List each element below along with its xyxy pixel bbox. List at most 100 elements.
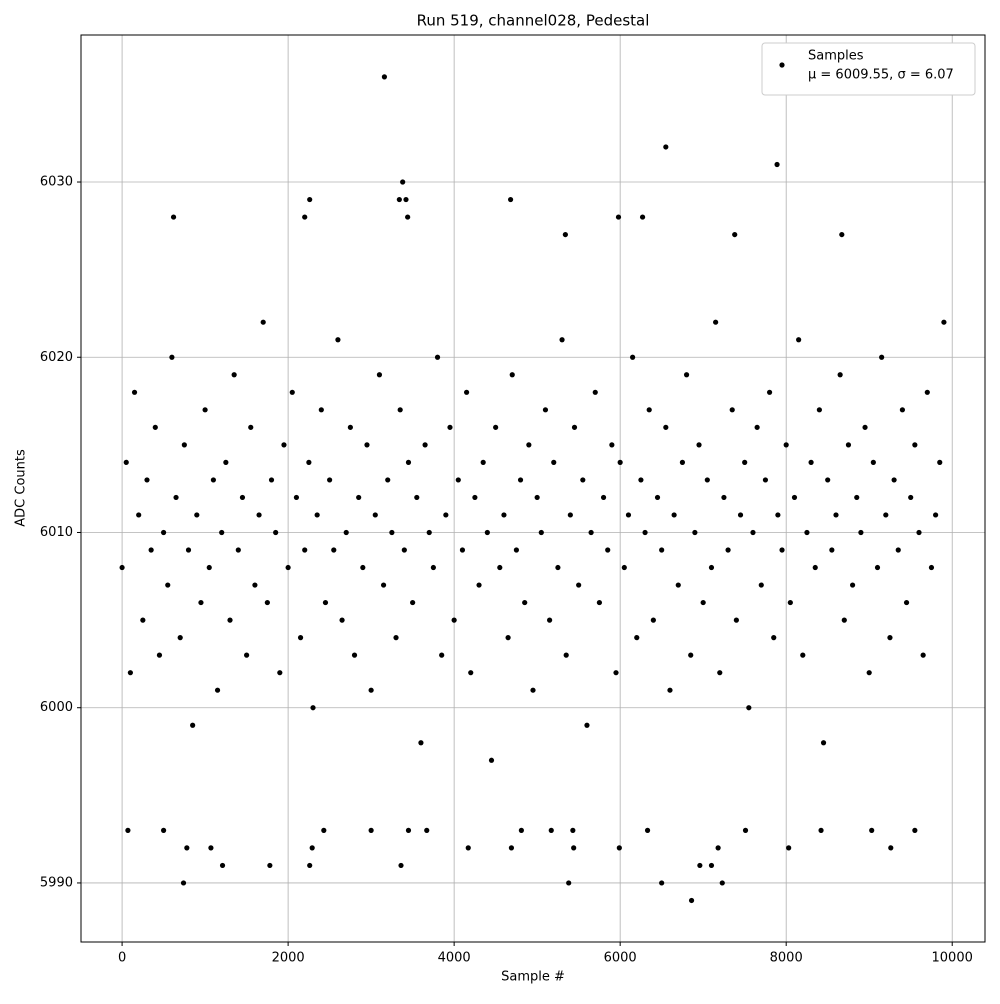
data-point bbox=[309, 845, 315, 851]
data-point bbox=[372, 512, 378, 518]
data-point bbox=[887, 635, 893, 641]
legend: Samples μ = 6009.55, σ = 6.07 bbox=[761, 42, 976, 96]
data-point bbox=[214, 687, 221, 693]
data-point bbox=[380, 582, 387, 588]
data-point bbox=[719, 880, 725, 886]
data-point bbox=[692, 529, 698, 536]
data-point bbox=[140, 617, 146, 623]
data-point bbox=[293, 494, 300, 501]
data-point bbox=[679, 459, 686, 465]
data-point bbox=[410, 599, 416, 606]
data-point bbox=[405, 827, 412, 833]
data-point bbox=[576, 582, 582, 588]
data-point bbox=[659, 880, 665, 886]
data-point bbox=[530, 687, 536, 693]
data-point bbox=[667, 687, 673, 693]
data-point bbox=[401, 547, 407, 553]
data-point bbox=[571, 845, 577, 851]
data-point bbox=[879, 354, 885, 360]
data-point bbox=[177, 635, 183, 641]
data-point bbox=[422, 442, 428, 448]
data-point bbox=[360, 564, 366, 571]
data-point bbox=[208, 845, 214, 851]
data-point bbox=[786, 845, 792, 851]
y-axis-label: ADC Counts bbox=[14, 449, 29, 527]
data-point bbox=[538, 529, 544, 536]
data-point bbox=[916, 529, 922, 536]
data-point bbox=[903, 599, 910, 606]
data-point bbox=[281, 442, 287, 448]
data-point bbox=[307, 196, 313, 203]
data-point bbox=[869, 827, 875, 833]
data-point bbox=[688, 897, 695, 904]
data-point bbox=[883, 512, 889, 518]
data-point bbox=[351, 652, 358, 658]
data-point bbox=[600, 494, 607, 501]
data-point bbox=[148, 547, 154, 553]
data-point bbox=[688, 652, 694, 658]
data-point bbox=[841, 617, 847, 623]
data-point bbox=[818, 827, 824, 833]
data-point bbox=[845, 442, 852, 448]
data-point bbox=[870, 459, 876, 465]
data-point bbox=[816, 407, 822, 413]
data-point bbox=[513, 547, 519, 553]
data-point bbox=[592, 389, 598, 395]
data-point bbox=[125, 827, 131, 833]
data-point bbox=[198, 599, 204, 606]
data-point bbox=[737, 512, 744, 518]
data-point bbox=[725, 547, 731, 553]
data-point bbox=[476, 582, 482, 588]
data-point bbox=[766, 389, 773, 395]
data-point bbox=[273, 529, 279, 536]
data-point bbox=[119, 564, 125, 571]
data-point bbox=[459, 547, 466, 553]
data-point bbox=[451, 617, 457, 623]
data-point bbox=[396, 196, 402, 203]
data-point bbox=[517, 477, 524, 483]
data-point bbox=[522, 599, 528, 606]
data-point bbox=[683, 372, 690, 378]
data-point bbox=[675, 582, 681, 588]
data-point bbox=[644, 827, 651, 833]
data-point bbox=[912, 827, 918, 833]
data-point bbox=[783, 442, 789, 448]
data-point bbox=[443, 512, 449, 518]
data-point bbox=[548, 827, 554, 833]
data-point bbox=[758, 582, 764, 588]
data-point bbox=[542, 407, 549, 413]
data-point bbox=[418, 740, 424, 746]
data-point bbox=[398, 862, 404, 869]
y-tick-label: 6000 bbox=[40, 700, 73, 715]
data-point bbox=[210, 477, 217, 483]
y-tick-label: 6030 bbox=[40, 175, 73, 190]
data-point bbox=[605, 547, 611, 553]
data-point bbox=[895, 547, 901, 553]
data-point bbox=[252, 582, 258, 588]
data-point bbox=[439, 652, 445, 658]
data-point bbox=[808, 459, 814, 465]
data-point bbox=[165, 582, 171, 588]
data-point bbox=[202, 407, 208, 413]
data-point bbox=[184, 845, 190, 851]
data-point bbox=[227, 617, 233, 623]
data-point bbox=[381, 74, 388, 80]
data-point bbox=[858, 529, 864, 536]
data-point bbox=[297, 635, 304, 641]
data-point bbox=[849, 582, 856, 588]
data-point bbox=[654, 494, 661, 501]
data-point bbox=[580, 477, 586, 483]
data-point bbox=[484, 529, 490, 536]
data-point bbox=[708, 862, 715, 869]
data-point bbox=[854, 494, 860, 501]
data-point bbox=[136, 512, 142, 518]
data-point bbox=[468, 670, 474, 676]
data-point bbox=[717, 670, 723, 676]
data-point bbox=[829, 547, 835, 553]
data-point bbox=[321, 827, 327, 833]
data-point bbox=[465, 845, 471, 851]
data-point bbox=[563, 652, 569, 658]
x-tick-label: 2000 bbox=[272, 951, 305, 966]
data-point bbox=[775, 512, 781, 518]
